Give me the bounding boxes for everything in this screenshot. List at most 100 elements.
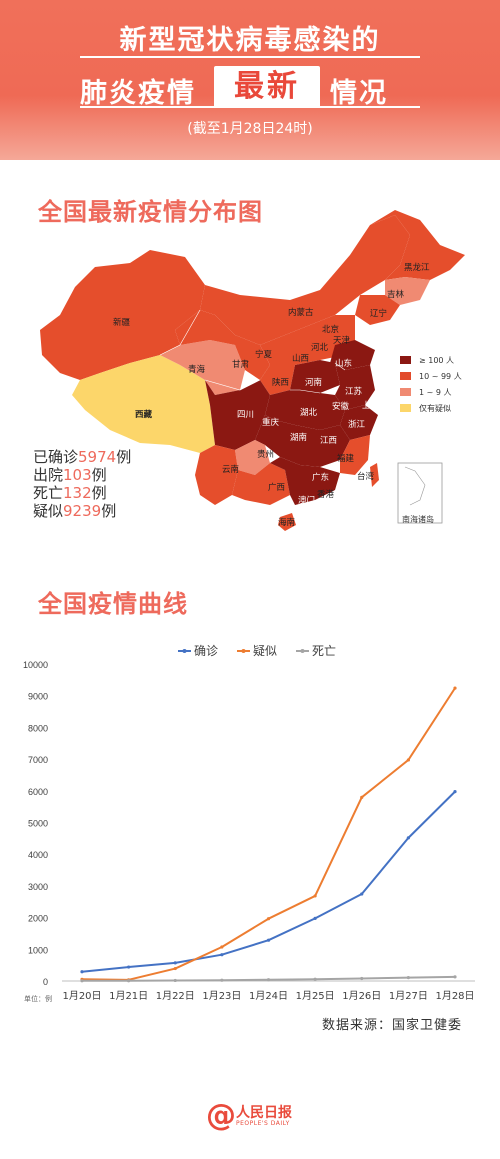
stat-value: 5974 <box>78 448 117 466</box>
stat-unit: 例 <box>91 466 107 484</box>
x-tick-label: 1月20日 <box>62 990 101 1002</box>
label-ningxia: 宁夏 <box>255 349 273 360</box>
y-tick-label: 10000 <box>23 660 48 670</box>
inset-coastline <box>404 466 426 506</box>
region-hubei <box>265 390 345 430</box>
region-jiangsu-anhui <box>335 363 375 410</box>
label-fujian: 福建 <box>337 453 355 464</box>
data-point <box>453 975 457 979</box>
stat-confirmed: 已确诊5974例 <box>33 448 131 466</box>
region-zhejiang <box>340 405 378 440</box>
x-tick-label: 1月25日 <box>296 990 335 1002</box>
region-shaanxi <box>260 335 295 395</box>
label-yunnan: 云南 <box>222 464 239 475</box>
y-tick-label: 9000 <box>28 692 48 702</box>
label-hubei: 湖北 <box>300 408 318 418</box>
title-highlight-box: 最新 <box>214 66 320 108</box>
map-legend-item: 10 ~ 99 人 <box>400 368 462 384</box>
data-point <box>313 894 317 898</box>
data-point <box>80 979 84 983</box>
title-line2: 肺炎疫情 最新 情况 <box>80 66 420 109</box>
region-taiwan <box>370 463 379 487</box>
peoples-daily-logo: @ 人民日报 PEOPLE'S DAILY <box>206 1098 316 1133</box>
label-henan: 河南 <box>305 377 322 388</box>
stat-value: 132 <box>63 484 92 502</box>
legend-swatch <box>400 404 411 412</box>
region-liaoning <box>355 295 400 325</box>
epidemic-line-chart: 0 1000 2000 3000 4000 5000 6000 7000 8000 9000 100… <box>0 640 500 1010</box>
label-beijing: 北京 <box>322 324 339 335</box>
legend-label: 确诊 <box>194 644 218 658</box>
title-highlight-text: 最新 <box>234 69 300 104</box>
data-point <box>406 836 410 840</box>
x-tick-label: 1月21日 <box>109 990 148 1002</box>
y-tick-label: 4000 <box>28 850 48 860</box>
label-guangdong: 广东 <box>312 472 329 483</box>
header-banner: 新型冠状病毒感染的 肺炎疫情 最新 情况 (截至1月28日24时) <box>0 0 500 160</box>
label-chongqing: 重庆 <box>262 417 280 428</box>
x-tick-label: 1月26日 <box>342 990 381 1002</box>
label-guangxi: 广西 <box>268 482 285 493</box>
province-labels: 新疆 西藏 青海 甘肃 宁夏 内蒙古 黑龙江 吉林 辽宁 北京 天津 河北 山西… <box>113 262 430 528</box>
data-point <box>360 795 364 799</box>
region-jilin <box>385 277 430 305</box>
x-tick-label: 1月22日 <box>156 990 195 1002</box>
data-point <box>173 978 177 983</box>
y-tick-label: 8000 <box>28 723 48 733</box>
summary-stats: 已确诊5974例 出院103例 死亡132例 疑似9239例 <box>33 448 131 520</box>
region-heilongjiang <box>370 210 465 280</box>
region-hainan <box>278 513 296 531</box>
legend-label: ≥ 100 人 <box>419 355 455 365</box>
stat-label: 死亡 <box>33 484 64 502</box>
x-tick-label: 1月24日 <box>249 990 288 1002</box>
data-point <box>220 978 224 982</box>
label-hongkong: 香港 <box>317 489 335 500</box>
series-line-确诊 <box>81 790 456 973</box>
label-hebei: 河北 <box>311 342 329 353</box>
label-guizhou: 贵州 <box>257 449 274 460</box>
title-line2-left: 肺炎疫情 <box>80 78 196 109</box>
label-zhejiang: 浙江 <box>348 419 366 430</box>
y-tick-label: 5000 <box>28 819 48 829</box>
label-tianjin: 天津 <box>333 335 351 346</box>
y-tick-label: 7000 <box>28 755 48 765</box>
x-tick-label: 1月23日 <box>202 990 241 1002</box>
region-shandong <box>330 340 375 370</box>
label-jiangsu: 江苏 <box>345 386 363 397</box>
data-point <box>266 917 271 921</box>
data-point <box>127 965 131 969</box>
data-point <box>453 686 457 690</box>
region-guangxi <box>232 463 290 505</box>
title-divider-top <box>80 56 420 58</box>
label-heilongjiang: 黑龙江 <box>404 262 430 273</box>
stat-label: 疑似 <box>33 502 64 520</box>
data-point <box>360 976 364 981</box>
legend-label: 疑似 <box>253 643 277 658</box>
chart-section-title: 全国疫情曲线 <box>38 590 188 618</box>
label-jiangxi: 江西 <box>320 436 337 446</box>
subtitle: (截至1月28日24时) <box>187 121 313 137</box>
region-hunan-jiangxi <box>255 415 350 467</box>
map-legend-item: ≥ 100 人 <box>400 352 462 368</box>
stat-suspected: 疑似9239例 <box>33 502 131 520</box>
map-legend: ≥ 100 人 10 ~ 99 人 1 ~ 9 人 仅有疑似 <box>400 352 462 416</box>
region-qinghai <box>160 340 245 395</box>
data-source: 数据来源：国家卫健委 <box>322 1018 463 1033</box>
label-xinjiang: 新疆 <box>113 317 131 328</box>
region-xinjiang <box>40 250 205 380</box>
data-point <box>127 979 131 983</box>
legend-label: 1 ~ 9 人 <box>419 387 452 397</box>
label-jilin: 吉林 <box>387 289 405 300</box>
chart-svg: 0 1000 2000 3000 4000 5000 6000 7000 8000 9000 100… <box>23 643 475 1003</box>
legend-marker <box>182 649 187 653</box>
title-divider-bottom <box>80 106 420 108</box>
label-tibet: 西藏 <box>135 409 153 420</box>
label-sichuan: 四川 <box>237 410 254 420</box>
region-guizhou <box>235 440 270 475</box>
data-point <box>313 977 317 981</box>
stat-label: 出院 <box>33 466 64 484</box>
legend-swatch <box>400 356 411 364</box>
label-shandong: 山东 <box>335 358 352 369</box>
y-tick-label: 1000 <box>28 945 48 955</box>
stat-deaths: 死亡132例 <box>33 484 131 502</box>
